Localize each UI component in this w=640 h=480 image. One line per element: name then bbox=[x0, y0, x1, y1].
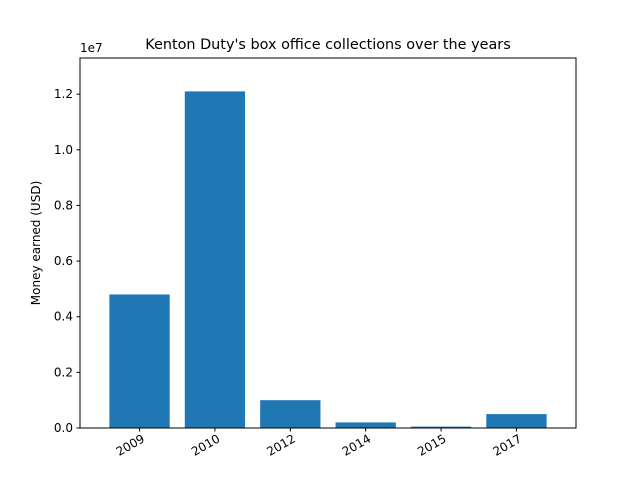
y-tick-label: 0.6 bbox=[54, 254, 73, 268]
y-axis-ticks: 0.0 0.2 0.4 0.6 0.8 1.0 1.2 bbox=[54, 87, 80, 435]
bars-group bbox=[109, 91, 547, 429]
y-tick-label: 0.2 bbox=[54, 365, 73, 379]
bar-2014 bbox=[335, 422, 396, 428]
bar-2010 bbox=[184, 91, 246, 429]
y-axis-label: Money earned (USD) bbox=[29, 181, 43, 305]
bar-2012 bbox=[260, 400, 321, 428]
y-tick-label: 1.0 bbox=[54, 143, 73, 157]
y-tick-label: 0.4 bbox=[54, 310, 73, 324]
y-axis-scale-label: 1e7 bbox=[80, 41, 103, 55]
y-tick-label: 1.2 bbox=[54, 87, 73, 101]
chart-title: Kenton Duty's box office collections ove… bbox=[145, 37, 510, 53]
bar-2009 bbox=[109, 294, 170, 428]
bar-2017 bbox=[486, 414, 547, 428]
y-tick-label: 0.0 bbox=[54, 421, 73, 435]
plot-area-frame bbox=[79, 57, 577, 429]
bar-2015 bbox=[410, 426, 472, 428]
y-tick-label: 0.8 bbox=[54, 198, 73, 212]
